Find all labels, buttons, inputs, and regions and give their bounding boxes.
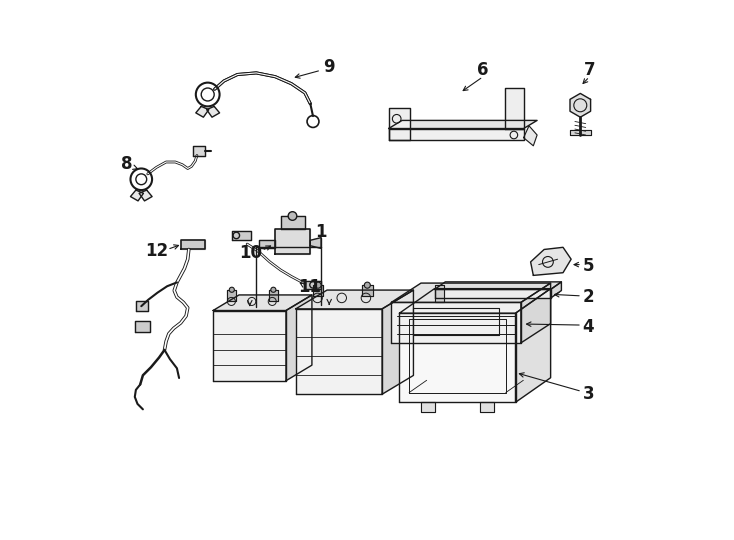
Polygon shape (523, 126, 537, 146)
Polygon shape (362, 285, 373, 296)
Polygon shape (313, 285, 323, 296)
Polygon shape (139, 190, 152, 201)
Polygon shape (421, 402, 435, 412)
Polygon shape (570, 93, 591, 117)
Polygon shape (531, 247, 571, 275)
Polygon shape (388, 120, 537, 129)
Polygon shape (136, 301, 148, 310)
Text: 7: 7 (584, 61, 595, 79)
Polygon shape (310, 238, 321, 248)
Polygon shape (399, 313, 515, 402)
Polygon shape (435, 285, 444, 302)
Text: 8: 8 (121, 155, 132, 173)
Polygon shape (181, 240, 205, 249)
Polygon shape (280, 216, 305, 229)
Polygon shape (505, 88, 523, 129)
Circle shape (288, 212, 297, 220)
Polygon shape (135, 321, 150, 332)
Polygon shape (521, 283, 550, 343)
Polygon shape (213, 295, 312, 310)
Polygon shape (435, 289, 550, 298)
Polygon shape (382, 290, 413, 394)
Text: 3: 3 (583, 385, 595, 403)
Circle shape (364, 282, 371, 288)
Circle shape (271, 287, 276, 292)
Text: 10: 10 (239, 244, 262, 262)
Polygon shape (296, 290, 413, 309)
Polygon shape (286, 295, 312, 381)
Polygon shape (131, 190, 143, 201)
Polygon shape (388, 108, 410, 140)
Circle shape (315, 282, 321, 288)
Polygon shape (435, 282, 562, 289)
Text: 4: 4 (583, 318, 595, 336)
Polygon shape (259, 240, 275, 248)
Text: 2: 2 (583, 288, 595, 306)
Polygon shape (228, 290, 236, 301)
Polygon shape (192, 146, 205, 156)
Circle shape (229, 287, 234, 292)
Polygon shape (196, 106, 208, 117)
Text: 1: 1 (316, 223, 327, 241)
Polygon shape (391, 302, 521, 343)
Text: 9: 9 (324, 58, 335, 76)
Polygon shape (570, 130, 591, 135)
Polygon shape (296, 309, 382, 394)
Polygon shape (388, 129, 523, 140)
Polygon shape (515, 288, 550, 402)
Polygon shape (232, 231, 251, 240)
Text: 11: 11 (298, 278, 321, 296)
Text: 5: 5 (583, 256, 594, 275)
Polygon shape (550, 282, 562, 298)
Polygon shape (275, 230, 310, 254)
Polygon shape (269, 290, 277, 301)
Polygon shape (206, 106, 219, 117)
Polygon shape (480, 402, 494, 412)
Polygon shape (399, 288, 550, 313)
Text: 6: 6 (477, 61, 489, 79)
Polygon shape (391, 283, 550, 302)
Polygon shape (213, 310, 286, 381)
Polygon shape (305, 281, 321, 289)
Text: 12: 12 (145, 242, 168, 260)
